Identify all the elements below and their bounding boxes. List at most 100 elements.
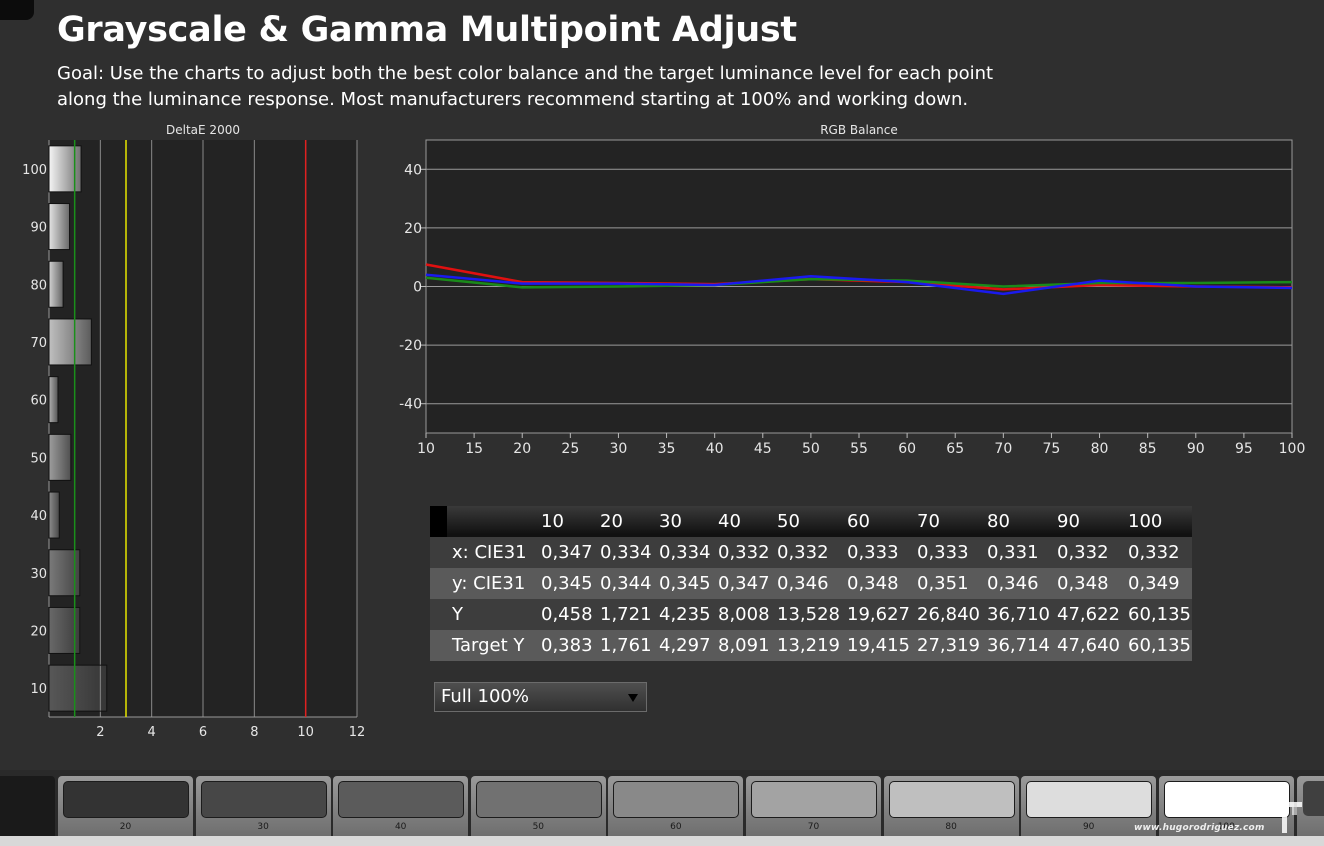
table-column-header: 60 [847,506,917,537]
rgb-x-tick: 35 [658,441,676,457]
table-cell: 0,333 [847,537,917,568]
table-column-header: 10 [541,506,600,537]
rgb-x-tick: 85 [1139,441,1157,457]
rgb-x-tick: 70 [994,441,1012,457]
table-cell: 0,334 [600,537,659,568]
table-column-header: 80 [987,506,1057,537]
table-cell: 19,627 [847,599,917,630]
patch-20[interactable]: 20 [58,776,193,836]
deltae-x-tick: 4 [148,725,156,740]
chevron-down-icon[interactable] [628,694,638,702]
rgb-chart-title: RGB Balance [820,123,898,137]
measurement-table: 10 20 30 40 50 60 70 80 90 100 x: CIE31 … [430,506,1192,661]
patch-30[interactable]: 30 [195,776,331,836]
patch-swatch [338,781,465,818]
corner-tab [0,0,34,20]
deltae-bar [48,664,108,712]
deltae-bar [48,203,71,251]
patch-80[interactable]: 80 [883,776,1019,836]
deltae-x-tick: 12 [349,725,366,740]
table-header-corner [447,506,541,537]
patch-100[interactable]: 100 [1158,776,1294,836]
watermark-text: www.hugorodriguez.com [1134,823,1265,833]
deltae-y-tick: 60 [30,394,47,409]
table-cell: 60,135 [1128,630,1192,661]
table-cell: 4,297 [659,630,718,661]
table-cell: 36,714 [987,630,1057,661]
rgb-y-tick: -20 [399,338,422,354]
patch-label: 90 [1082,822,1095,832]
table-cell: 0,332 [777,537,847,568]
rgb-y-tick: 40 [404,162,422,178]
table-cell: 0,348 [847,568,917,599]
rgb-x-tick: 60 [898,441,916,457]
table-column-header: 100 [1128,506,1192,537]
deltae-bar [48,318,92,366]
deltae-bar [48,145,82,193]
patch-swatch [63,781,189,818]
table-cell: 60,135 [1128,599,1192,630]
patch-label: 70 [807,822,820,832]
table-cell: 0,331 [987,537,1057,568]
table-cell: 0,346 [987,568,1057,599]
deltae-x-tick: 10 [297,725,314,740]
page-title: Grayscale & Gamma Multipoint Adjust [57,10,797,50]
rgb-x-tick: 20 [513,441,531,457]
patch-label: 40 [394,822,407,832]
table-cell: 47,622 [1057,599,1128,630]
table-column-header: 70 [917,506,987,537]
deltae-y-tick: 10 [30,682,47,697]
row-gutter [430,568,447,599]
table-cell: 0,332 [718,537,777,568]
table-cell: 0,332 [1057,537,1128,568]
patch-label: 30 [257,822,269,832]
deltae-bar [48,376,59,424]
patch-label: 100 [1217,822,1235,832]
table-cell: 0,345 [541,568,600,599]
row-label: Y [447,599,541,630]
rgb-x-tick: 80 [1091,441,1109,457]
table-cell: 47,640 [1057,630,1128,661]
deltae-y-tick: 100 [22,163,47,178]
patch-70[interactable]: 70 [746,776,881,836]
goal-line-2: along the luminance response. Most manuf… [57,89,969,110]
patch-90[interactable]: 90 [1021,776,1157,836]
deltae-bar [48,433,72,481]
table-cell: 0,332 [1128,537,1192,568]
patch-60[interactable]: 60 [608,776,744,836]
watermark-logo-icon [1272,802,1302,833]
rgb-balance-chart: RGB Balance 40 20 0 -20 -40 10 15 20 25 30 35 40 45 50… [399,123,1305,457]
stimulus-level-dropdown[interactable]: Full 100% [434,682,647,712]
table-cell: 0,333 [917,537,987,568]
rgb-x-tick: 50 [802,441,820,457]
deltae-bar [48,491,60,539]
table-row: y: CIE31 0,345 0,344 0,345 0,347 0,346 0… [430,568,1192,599]
patch-label: 20 [119,822,132,832]
patch-40[interactable]: 40 [333,776,469,836]
table-cell: 8,091 [718,630,777,661]
deltae-chart-title: DeltaE 2000 [166,123,240,137]
rgb-x-tick: 15 [465,441,483,457]
table-column-header: 40 [718,506,777,537]
table-cell: 27,319 [917,630,987,661]
patch-swatch [888,781,1015,818]
table-cell: 0,344 [600,568,659,599]
rgb-x-tick: 95 [1235,441,1253,457]
deltae-x-tick: 2 [96,725,104,740]
table-cell: 0,347 [718,568,777,599]
rgb-x-tick: 75 [1043,441,1061,457]
table-cell: 0,383 [541,630,600,661]
deltae-bar [48,260,64,308]
rgb-x-tick: 55 [850,441,868,457]
table-row: Target Y 0,383 1,761 4,297 8,091 13,219 … [430,630,1192,661]
rgb-series-line [425,273,1293,296]
table-cell: 0,351 [917,568,987,599]
deltae-y-tick: 90 [30,221,47,236]
rgb-y-tick: 0 [413,280,422,296]
patch-label: 80 [945,822,957,832]
patch-50[interactable]: 50 [470,776,606,836]
patch-swatch [1026,781,1153,818]
table-column-header: 30 [659,506,718,537]
patch-10-partial[interactable] [0,776,55,836]
table-row: Y 0,458 1,721 4,235 8,008 13,528 19,627 … [430,599,1192,630]
